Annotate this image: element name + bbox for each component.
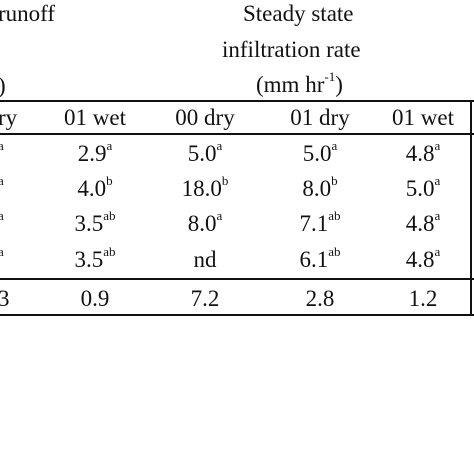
cell-value: 3.5 bbox=[74, 247, 104, 272]
significance-letter: b bbox=[221, 173, 229, 189]
table-cell: 4.0b bbox=[35, 174, 155, 201]
significance-letter: a bbox=[0, 208, 4, 224]
cell-value: 1.2 bbox=[408, 286, 438, 311]
table-cell: a bbox=[0, 209, 38, 235]
table-cell: 8.0b bbox=[260, 174, 380, 201]
table-cell: a bbox=[0, 174, 38, 200]
cell-value: 01 wet bbox=[392, 105, 454, 130]
cell-value: 0.9 bbox=[80, 286, 110, 311]
significance-letter: a bbox=[434, 138, 441, 154]
lsd-cell: 0.9 bbox=[35, 287, 155, 310]
cell-value: 7.1 bbox=[299, 211, 329, 236]
cell-value: 2.9 bbox=[77, 141, 107, 166]
cell-value: 2.8 bbox=[305, 286, 335, 311]
unit-exponent: -1 bbox=[324, 69, 336, 85]
table-cell: 5.0a bbox=[363, 174, 474, 201]
table-cell: a bbox=[0, 245, 38, 271]
significance-letter: a bbox=[434, 244, 441, 260]
cell-value: 8.0 bbox=[302, 176, 332, 201]
cell-value: 8.0 bbox=[187, 211, 217, 236]
runoff-header-fragment: runoff bbox=[0, 1, 56, 26]
cell-value: 5.0 bbox=[187, 141, 217, 166]
table-cell: 4.8a bbox=[363, 209, 474, 236]
right-border bbox=[470, 100, 472, 316]
cell-value: 18.0 bbox=[181, 176, 222, 201]
significance-letter: a bbox=[0, 138, 4, 154]
table-cell: 7.1ab bbox=[260, 209, 380, 236]
subheader-rule-steady bbox=[243, 100, 364, 102]
table-cell: 3.5ab bbox=[35, 245, 155, 272]
cell-value: nd bbox=[193, 247, 217, 272]
significance-letter: ab bbox=[103, 208, 116, 224]
significance-letter: a bbox=[216, 208, 223, 224]
cell-value: 4.0 bbox=[77, 176, 107, 201]
lsd-top-rule bbox=[0, 278, 474, 280]
table-cell: 5.0a bbox=[145, 139, 265, 166]
lsd-cell: 1.2 bbox=[363, 287, 474, 310]
cell-value: 3 bbox=[0, 286, 10, 311]
bottom-rule bbox=[0, 314, 474, 316]
column-header: ry bbox=[0, 106, 38, 129]
cell-value: 4.8 bbox=[405, 141, 435, 166]
cell-value: 4.8 bbox=[405, 211, 435, 236]
cell-value: 00 dry bbox=[175, 105, 235, 130]
table-cell: a bbox=[0, 139, 38, 165]
lsd-cell: 2.8 bbox=[260, 287, 380, 310]
significance-letter: b bbox=[331, 173, 338, 189]
cell-value: 3.5 bbox=[74, 211, 104, 236]
significance-letter: ab bbox=[328, 208, 341, 224]
table-cell: 6.1ab bbox=[260, 245, 380, 272]
column-header: 01 wet bbox=[35, 106, 155, 129]
significance-letter: a bbox=[434, 208, 441, 224]
significance-letter: a bbox=[0, 173, 4, 189]
unit-pre: (mm hr bbox=[256, 72, 325, 97]
table-cell: nd bbox=[145, 248, 265, 271]
cell-value: 7.2 bbox=[190, 286, 220, 311]
lsd-cell: 7.2 bbox=[145, 287, 265, 310]
significance-letter: a bbox=[216, 138, 223, 154]
significance-letter: a bbox=[0, 244, 4, 260]
column-header: 01 dry bbox=[260, 106, 380, 129]
steady-state-header-line2: infiltration rate bbox=[222, 37, 361, 62]
cell-value: 4.8 bbox=[405, 247, 435, 272]
table-cell: 5.0a bbox=[260, 139, 380, 166]
significance-letter: ab bbox=[328, 244, 341, 260]
cell-value: 5.0 bbox=[405, 176, 435, 201]
unit-paren-fragment: ) bbox=[0, 74, 6, 97]
cell-value: 6.1 bbox=[299, 247, 329, 272]
significance-letter: a bbox=[434, 173, 441, 189]
lsd-cell: 3 bbox=[0, 287, 38, 310]
significance-letter: a bbox=[106, 138, 113, 154]
significance-letter: ab bbox=[103, 244, 116, 260]
table-cell: 4.8a bbox=[363, 139, 474, 166]
top-rule bbox=[0, 100, 474, 102]
cell-value: 01 dry bbox=[290, 105, 350, 130]
column-header-rule bbox=[0, 133, 474, 135]
steady-state-unit: (mm hr-1) bbox=[256, 70, 343, 97]
steady-state-header-line1: Steady state bbox=[243, 1, 354, 26]
table-cell: 2.9a bbox=[35, 139, 155, 166]
table-cell: 8.0a bbox=[145, 209, 265, 236]
significance-letter: b bbox=[106, 173, 113, 189]
column-header: 01 wet bbox=[363, 106, 474, 129]
cell-value: 01 wet bbox=[64, 105, 126, 130]
significance-letter: a bbox=[331, 138, 338, 154]
column-header: 00 dry bbox=[145, 106, 265, 129]
unit-post: ) bbox=[335, 72, 343, 97]
cell-value: ry bbox=[0, 105, 18, 130]
table-cell: 18.0b bbox=[145, 174, 265, 201]
table-cell: 3.5ab bbox=[35, 209, 155, 236]
cell-value: 5.0 bbox=[302, 141, 332, 166]
table-cell: 4.8a bbox=[363, 245, 474, 272]
